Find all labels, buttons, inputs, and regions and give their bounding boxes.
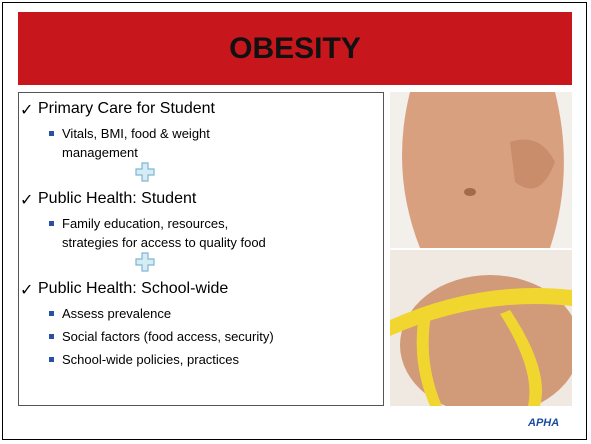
bullet-text: Assess prevalence — [62, 304, 171, 323]
checkmark: ✓ — [20, 280, 33, 300]
checkmark: ✓ — [20, 190, 33, 210]
bullet-marker — [49, 357, 54, 362]
slide-title: OBESITY — [18, 32, 572, 66]
bullet-marker — [49, 311, 54, 316]
bullet-text: Social factors (food access, security) — [62, 327, 274, 346]
photo-belly — [390, 92, 572, 248]
bullet-marker — [49, 334, 54, 339]
checkmark: ✓ — [20, 100, 33, 120]
photo-tape-measure — [390, 250, 572, 406]
plus-shape — [135, 162, 155, 182]
logo: APHA — [528, 417, 559, 429]
title-bar: OBESITY — [18, 12, 572, 85]
bullet-text: Vitals, BMI, food & weight — [62, 124, 210, 143]
plus-icon — [135, 162, 155, 187]
bullet-text: strategies for access to quality food — [62, 233, 266, 252]
bullet-marker — [49, 131, 54, 136]
plus-shape — [135, 252, 155, 272]
bullet-text: management — [62, 143, 138, 162]
plus-icon — [135, 252, 155, 277]
bullet-text: Family education, resources, — [62, 214, 228, 233]
bullet-marker — [49, 221, 54, 226]
section-heading: Primary Care for Student — [38, 100, 215, 118]
section-heading: Public Health: School-wide — [38, 280, 228, 298]
slide: OBESITY APHA ✓ Primary Care for Student Vi… — [0, 0, 591, 444]
section-heading: Public Health: Student — [38, 190, 196, 208]
bullet-text: School-wide policies, practices — [62, 350, 239, 369]
